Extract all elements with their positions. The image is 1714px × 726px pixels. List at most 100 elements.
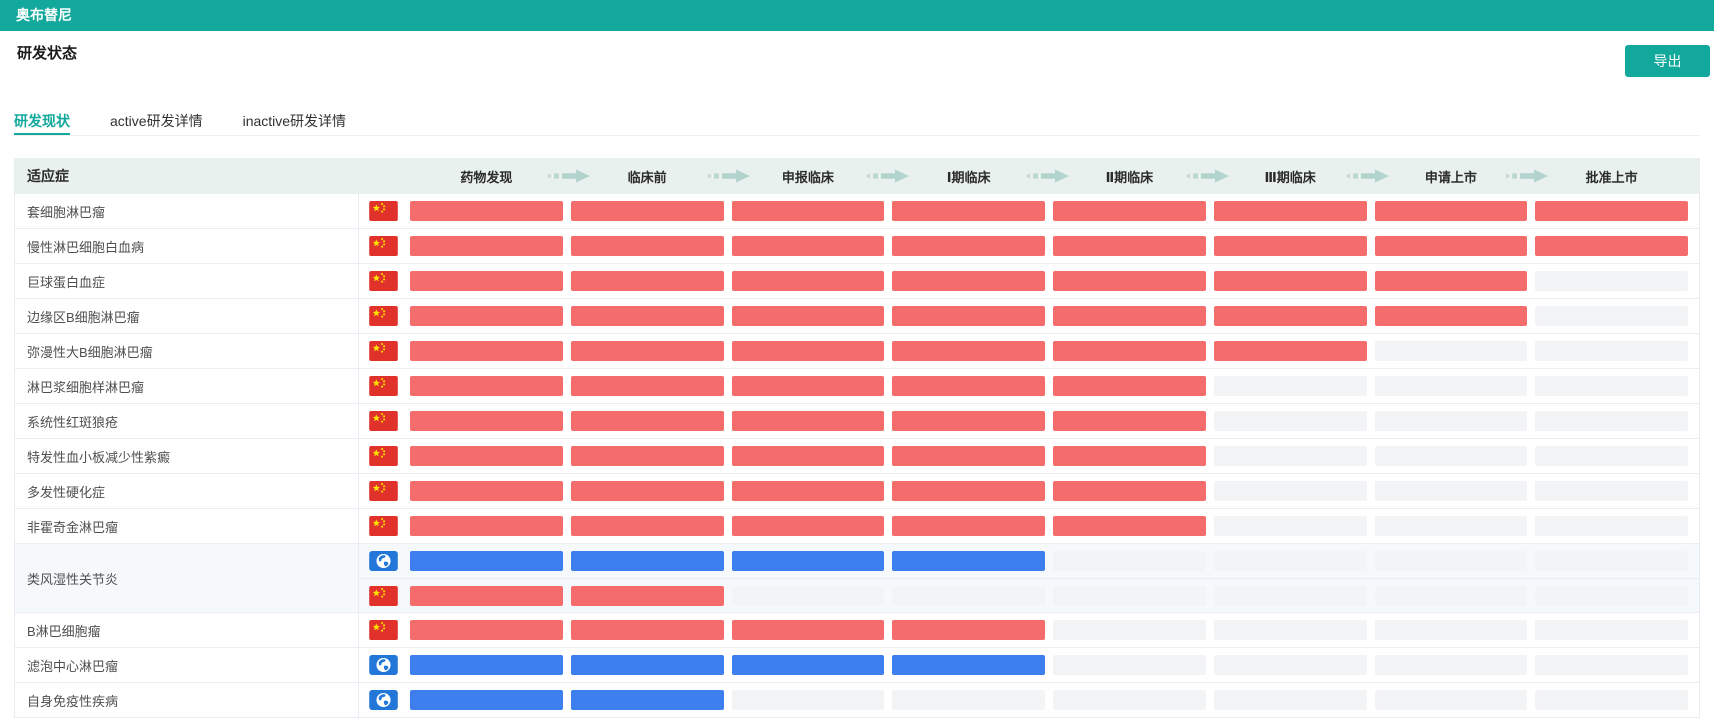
stage-bar-filled [1213, 236, 1367, 256]
stage-bar-empty [1535, 551, 1688, 571]
track-list [359, 544, 1699, 612]
stage-header-3: Ⅰ期临床 [946, 169, 991, 185]
stage-bar-filled [1053, 446, 1206, 466]
progress-track [359, 439, 1699, 473]
table-header-row: 适应症 药物发现 临床前 申报临床 Ⅰ期临床 Ⅱ期临床 Ⅲ期临床 申请上市 批准上市 [15, 158, 1699, 194]
stage-bar-filled [1213, 306, 1367, 326]
stage-bar-filled [1213, 201, 1367, 221]
stage-bar-filled [892, 446, 1045, 466]
table-row: 类风湿性关节炎 [15, 543, 1699, 612]
stage-bar-filled [410, 551, 563, 571]
indication-label: 慢性淋巴细胞白血病 [15, 229, 359, 263]
arrow-right-icon [1186, 168, 1232, 184]
stage-bar-filled [570, 446, 724, 466]
progress-track [359, 474, 1699, 508]
stage-header-5: Ⅲ期临床 [1264, 169, 1316, 185]
indication-label: 非霍奇金淋巴瘤 [15, 509, 359, 543]
arrow-right-icon [1505, 168, 1551, 184]
stage-bar-empty [1213, 446, 1367, 466]
stage-bar-empty [1053, 620, 1206, 640]
stage-bars [410, 690, 1688, 710]
table-body: 套细胞淋巴瘤 慢性淋巴细胞白血病 巨球蛋白血症 边缘区B细胞淋巴瘤 弥漫性大B细胞淋巴瘤… [15, 194, 1699, 717]
stage-bar-filled [731, 481, 885, 501]
arrow-right-icon [547, 168, 593, 184]
table-row: 多发性硬化症 [15, 473, 1699, 508]
stage-bar-filled [410, 271, 563, 291]
track-list [359, 509, 1699, 543]
china-flag-icon [369, 271, 398, 291]
stage-bar-filled [892, 620, 1045, 640]
china-flag-icon [369, 620, 398, 640]
stage-bar-filled [410, 201, 563, 221]
stage-bar-filled [1535, 201, 1688, 221]
stage-bar-empty [1053, 551, 1206, 571]
tab-2[interactable]: inactive研发详情 [242, 113, 347, 129]
stage-bars [410, 551, 1688, 571]
stage-bar-empty [1213, 481, 1367, 501]
progress-track [359, 299, 1699, 333]
stage-bar-filled [570, 201, 724, 221]
indication-label: 特发性血小板减少性紫癜 [15, 439, 359, 473]
stage-bars [410, 306, 1688, 326]
stage-bar-empty [1374, 655, 1528, 675]
stage-bar-filled [410, 481, 563, 501]
track-list [359, 439, 1699, 473]
export-button[interactable]: 导出 [1625, 45, 1710, 77]
stage-bar-empty [1535, 306, 1688, 326]
stage-bar-filled [1053, 516, 1206, 536]
stage-bar-filled [570, 341, 724, 361]
stage-bar-filled [410, 376, 563, 396]
china-flag-icon [369, 446, 398, 466]
stage-bar-empty [1374, 551, 1528, 571]
tab-0[interactable]: 研发现状 [14, 109, 70, 135]
table-row: B淋巴细胞瘤 [15, 612, 1699, 647]
stage-bar-empty [1213, 411, 1367, 431]
stage-bars [410, 516, 1688, 536]
stage-bar-filled [410, 306, 563, 326]
stage-bar-filled [892, 271, 1045, 291]
stage-bar-empty [1053, 690, 1206, 710]
stage-bar-filled [410, 341, 563, 361]
tab-1[interactable]: active研发详情 [110, 113, 203, 129]
stage-bar-filled [410, 585, 563, 606]
stage-bar-filled [570, 620, 724, 640]
indication-label: 边缘区B细胞淋巴瘤 [15, 299, 359, 333]
table-row: 弥漫性大B细胞淋巴瘤 [15, 333, 1699, 368]
stage-bar-filled [570, 306, 724, 326]
progress-track [359, 648, 1699, 682]
indication-label: 巨球蛋白血症 [15, 264, 359, 298]
progress-track [359, 264, 1699, 298]
stage-bar-filled [731, 411, 885, 431]
arrow-right-icon [1346, 168, 1392, 184]
stage-bar-empty [1213, 551, 1367, 571]
stage-bar-empty [892, 585, 1045, 606]
stage-bar-filled [1053, 411, 1206, 431]
stage-bars [410, 446, 1688, 466]
track-list [359, 194, 1699, 228]
stage-bars [410, 481, 1688, 501]
china-flag-icon [369, 585, 398, 606]
stage-bar-empty [1374, 481, 1528, 501]
stage-bar-filled [1374, 201, 1528, 221]
stage-bar-filled [570, 585, 724, 606]
stage-bar-empty [1213, 655, 1367, 675]
stage-bar-filled [1374, 271, 1528, 291]
stage-bar-filled [570, 236, 724, 256]
stage-bar-filled [570, 551, 724, 571]
tab-bar: 研发现状 active研发详情 inactive研发详情 [14, 109, 1700, 136]
track-list [359, 683, 1699, 717]
arrow-right-icon [707, 168, 753, 184]
stage-bar-empty [1535, 376, 1688, 396]
stage-bar-filled [410, 446, 563, 466]
stage-bars [410, 201, 1688, 221]
stage-header-1: 临床前 [627, 169, 667, 185]
stage-bar-empty [1213, 585, 1367, 606]
indication-label: 类风湿性关节炎 [15, 544, 359, 612]
stage-bar-empty [1535, 341, 1688, 361]
stage-bar-filled [1535, 236, 1688, 256]
drug-name: 奥布替尼 [16, 7, 72, 23]
globe-icon [369, 690, 398, 710]
stage-bar-filled [892, 201, 1045, 221]
stage-header-7: 批准上市 [1585, 169, 1638, 185]
china-flag-icon [369, 516, 398, 536]
